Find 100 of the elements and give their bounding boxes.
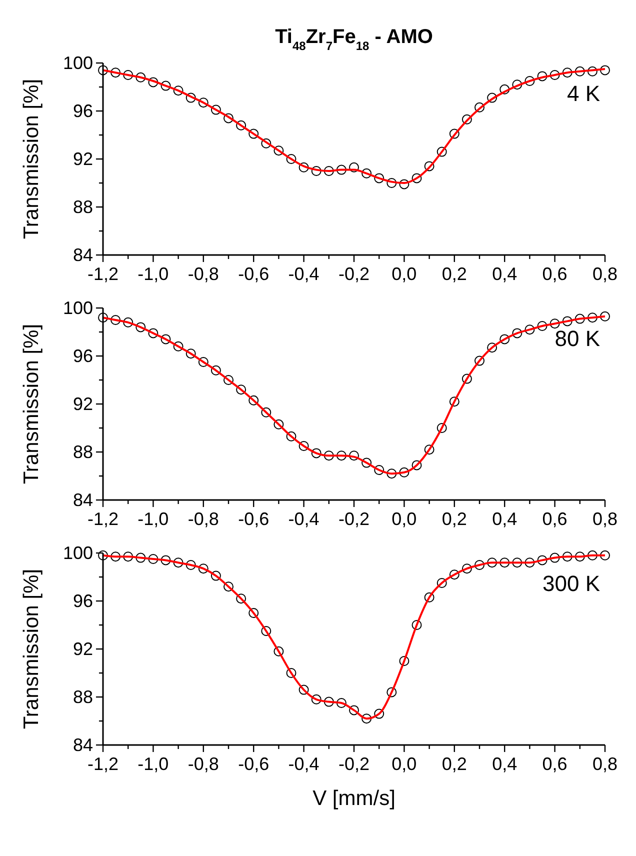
point xyxy=(462,114,472,124)
point xyxy=(261,626,272,636)
point xyxy=(173,558,184,568)
point xyxy=(210,570,221,581)
x-tick-label: 0,0 xyxy=(392,264,417,284)
point xyxy=(386,178,397,188)
x-tick-label: -1,2 xyxy=(87,264,119,284)
point xyxy=(500,558,510,568)
point xyxy=(424,444,434,455)
point xyxy=(236,594,246,604)
point xyxy=(248,395,259,406)
point xyxy=(186,92,196,103)
y-tick-label: 88 xyxy=(72,197,93,217)
x-tick-label: -0,4 xyxy=(288,754,320,774)
point xyxy=(198,357,208,367)
point xyxy=(123,317,134,328)
y-tick-label: 100 xyxy=(62,543,93,563)
y-tick-label: 84 xyxy=(72,245,93,265)
y-axis-title: Transmission [%] xyxy=(20,324,43,484)
point xyxy=(160,80,171,91)
point xyxy=(600,550,610,560)
point xyxy=(160,555,171,566)
point xyxy=(324,166,334,176)
point xyxy=(562,552,572,562)
x-tick-label: -1,0 xyxy=(138,509,169,529)
point xyxy=(524,324,535,335)
x-tick-label: -0,2 xyxy=(338,754,370,774)
point xyxy=(524,558,535,568)
y-axis-title: Transmission [%] xyxy=(20,78,43,240)
x-tick-label: -1,2 xyxy=(87,509,119,529)
point xyxy=(324,696,334,707)
point xyxy=(160,334,171,344)
point xyxy=(248,128,259,139)
x-tick-label: -0,2 xyxy=(338,509,370,529)
point xyxy=(462,374,472,384)
point xyxy=(311,448,322,458)
annotation: 300 K xyxy=(542,571,600,596)
point xyxy=(449,128,460,139)
point xyxy=(123,552,134,562)
point xyxy=(512,558,522,568)
point xyxy=(600,65,610,76)
y-tick-label: 100 xyxy=(62,298,93,318)
x-tick-label: -1,0 xyxy=(138,754,169,774)
point xyxy=(399,179,410,190)
point xyxy=(537,71,548,82)
x-tick-label: 0,8 xyxy=(592,754,618,774)
y-tick-label: 96 xyxy=(72,101,93,121)
point xyxy=(110,68,121,78)
point xyxy=(412,173,422,184)
point xyxy=(336,450,346,461)
point xyxy=(600,311,610,322)
x-tick-label: -0,2 xyxy=(338,264,370,284)
point xyxy=(424,592,434,602)
point xyxy=(399,656,410,666)
point xyxy=(362,458,372,468)
x-tick-label: -1,0 xyxy=(138,264,169,284)
y-tick-label: 96 xyxy=(72,591,93,611)
x-tick-label: 0,0 xyxy=(392,509,417,529)
point xyxy=(512,80,522,90)
point xyxy=(286,431,296,442)
point xyxy=(449,396,460,407)
annotation: 4 K xyxy=(566,81,600,106)
point xyxy=(298,162,309,172)
point xyxy=(148,77,158,88)
point xyxy=(574,314,585,324)
point xyxy=(298,441,309,451)
point xyxy=(386,468,397,479)
point xyxy=(261,138,272,148)
point xyxy=(110,552,121,562)
x-tick-label: -0,8 xyxy=(188,754,219,774)
point xyxy=(362,714,372,724)
y-tick-label: 92 xyxy=(72,639,93,659)
point xyxy=(98,65,108,76)
x-tick-label: -0,6 xyxy=(238,264,270,284)
point xyxy=(349,162,359,172)
x-tick-label: -0,6 xyxy=(238,754,270,774)
point xyxy=(186,348,196,359)
point xyxy=(537,321,548,331)
point xyxy=(349,450,359,461)
point xyxy=(574,66,585,76)
point xyxy=(500,334,510,344)
point xyxy=(224,375,234,385)
point xyxy=(512,328,522,338)
point xyxy=(136,322,146,332)
point xyxy=(198,564,208,574)
y-axis-title: Transmission [%] xyxy=(20,568,43,730)
point xyxy=(336,698,346,708)
point xyxy=(123,70,134,80)
point xyxy=(436,423,447,433)
point xyxy=(286,154,296,164)
y-tick-label: 92 xyxy=(72,394,93,414)
x-tick-label: 0,4 xyxy=(492,754,518,774)
x-tick-label: 0,8 xyxy=(592,264,618,284)
point xyxy=(110,315,121,325)
y-tick-label: 88 xyxy=(72,687,93,707)
point xyxy=(98,312,108,323)
point xyxy=(248,608,259,618)
point xyxy=(574,552,585,562)
y-tick-label: 96 xyxy=(72,346,93,366)
x-tick-label: 0,6 xyxy=(542,509,568,529)
